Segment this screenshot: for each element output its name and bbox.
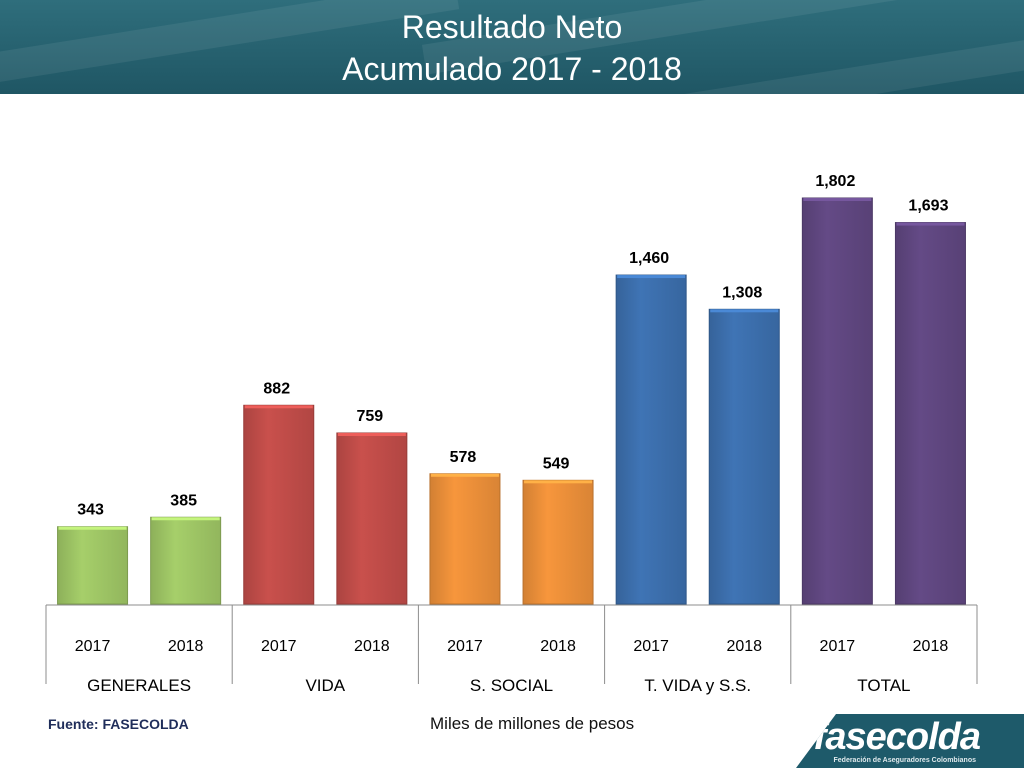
footer: Fuente: FASECOLDA Miles de millones de p…: [0, 714, 1024, 768]
year-tick-label: 2018: [168, 638, 204, 655]
source-note: Fuente: FASECOLDA: [48, 716, 189, 732]
title-banner: Resultado Neto Acumulado 2017 - 2018: [0, 0, 1024, 94]
bar-t-vida-y-s-s--2018: [708, 308, 780, 605]
bar-total-2018: [894, 222, 966, 605]
category-label: S. SOCIAL: [470, 676, 553, 695]
bar-highlight: [896, 222, 965, 226]
logo-tagline: Federación de Aseguradores Colombianos: [833, 757, 977, 764]
category-label: TOTAL: [857, 676, 910, 695]
year-tick-label: 2018: [913, 638, 949, 655]
data-label: 1,308: [722, 284, 762, 301]
data-label: 1,460: [629, 250, 669, 267]
data-label: 578: [450, 449, 477, 466]
year-tick-label: 2017: [261, 638, 297, 655]
fasecolda-logo: fasecolda Federación de Aseguradores Col…: [796, 714, 1024, 768]
bar-vida-2017: [243, 404, 315, 605]
category-label: T. VIDA y S.S.: [644, 676, 751, 695]
year-tick-label: 2017: [75, 638, 111, 655]
bar-highlight: [151, 517, 220, 521]
bar-highlight: [524, 480, 593, 484]
bar-highlight: [710, 309, 779, 313]
bar-chart: 343 2017 385 2018 GENERALES 882 2017 759 2018 VID…: [0, 94, 1024, 714]
data-label: 1,693: [908, 198, 948, 215]
bar-generales-2018: [150, 516, 222, 605]
bar-generales-2017: [57, 526, 129, 605]
logo-wordmark: fasecolda: [813, 716, 981, 758]
bar-vida-2018: [336, 432, 408, 605]
data-label: 1,802: [815, 173, 855, 190]
bar-highlight: [803, 198, 872, 201]
category-label: GENERALES: [87, 676, 191, 695]
year-tick-label: 2017: [633, 638, 669, 655]
bar-highlight: [244, 405, 313, 409]
data-label: 549: [543, 455, 570, 472]
category-label: VIDA: [305, 676, 345, 695]
bar-s-social-2017: [429, 473, 501, 605]
data-label: 385: [170, 492, 197, 509]
year-tick-label: 2017: [820, 638, 856, 655]
bar-t-vida-y-s-s--2017: [615, 274, 687, 605]
bar-highlight: [58, 526, 127, 530]
bar-highlight: [617, 275, 686, 279]
year-tick-label: 2018: [354, 638, 390, 655]
year-tick-label: 2018: [540, 638, 576, 655]
bar-s-social-2018: [522, 479, 594, 605]
year-tick-label: 2017: [447, 638, 483, 655]
data-label: 343: [77, 502, 104, 519]
data-label: 882: [263, 380, 290, 397]
bar-highlight: [430, 473, 499, 477]
year-tick-label: 2018: [726, 638, 762, 655]
data-label: 759: [356, 408, 383, 425]
chart-canvas: 343 2017 385 2018 GENERALES 882 2017 759 2018 VID…: [45, 173, 978, 695]
unit-label: Miles de millones de pesos: [430, 714, 635, 733]
title-line-2: Acumulado 2017 - 2018: [342, 51, 682, 87]
bar-highlight: [337, 432, 406, 436]
bar-total-2017: [801, 197, 873, 605]
title-line-1: Resultado Neto: [401, 9, 623, 45]
